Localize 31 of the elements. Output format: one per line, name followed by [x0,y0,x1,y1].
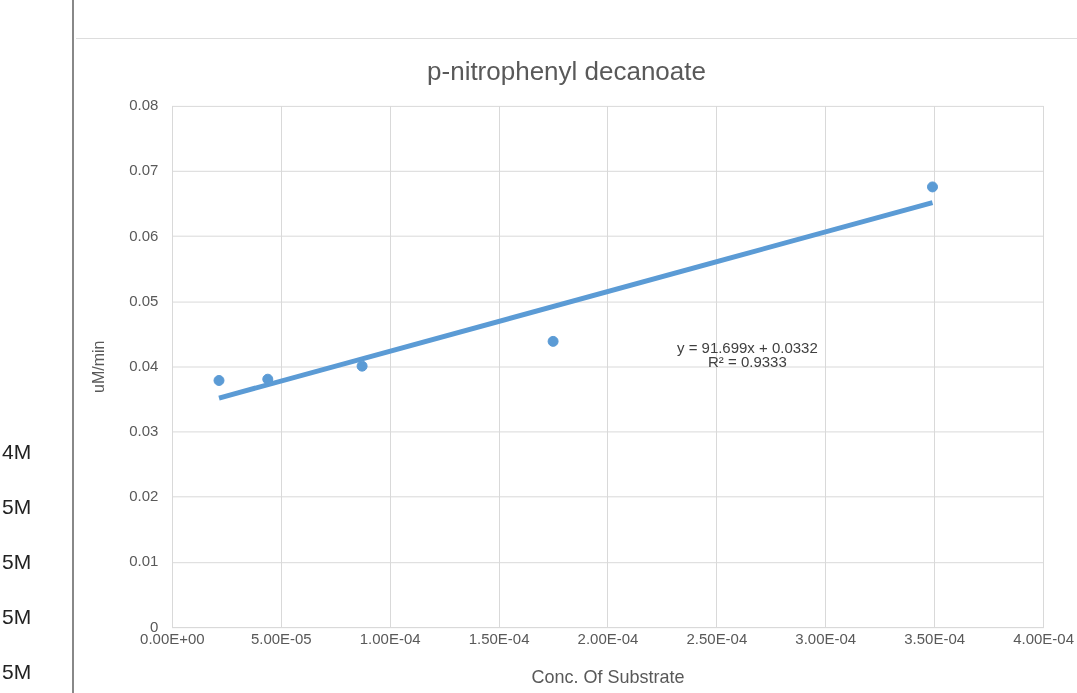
x-tick-label: 5.00E-05 [250,629,312,647]
point [547,335,559,347]
x-axis-title: Conc. Of Substrate [531,667,685,688]
text: 4M [2,440,32,464]
point [213,374,225,386]
chart-title: p-nitrophenyl decanoate [427,55,706,86]
y-tick-label: 0.04 [129,356,159,374]
y-tick-label: 0.01 [129,552,159,570]
y-tick-label: 0.03 [129,422,159,440]
y-tick-label: 0.05 [129,291,159,309]
text: 5M [2,605,32,629]
x-tick-label: 1.50E-04 [468,629,530,647]
y-axis-title: uM/min [90,340,108,393]
x-tick-label: 2.00E-04 [577,629,639,647]
annotation: y = 91.699x + 0.0332 [676,338,818,356]
y-tick-label: 0.06 [129,226,159,244]
x-tick-label: 1.00E-04 [359,629,421,647]
x-tick-label: 3.50E-04 [904,629,966,647]
text: 5M [2,495,32,519]
point [926,181,938,193]
y-tick-label: 0.08 [129,96,159,114]
y-tick-label: 0.07 [129,161,159,179]
x-tick-label: 2.50E-04 [686,629,748,647]
text: 5M [2,660,32,684]
text: 5M [2,550,32,574]
point [262,373,274,385]
point [356,360,368,372]
x-tick-label: 4.00E-04 [1013,629,1074,647]
y-tick-label: 0.02 [129,487,159,505]
x-tick-label: 3.00E-04 [795,629,857,647]
annotation: R² = 0.9333 [708,353,787,371]
